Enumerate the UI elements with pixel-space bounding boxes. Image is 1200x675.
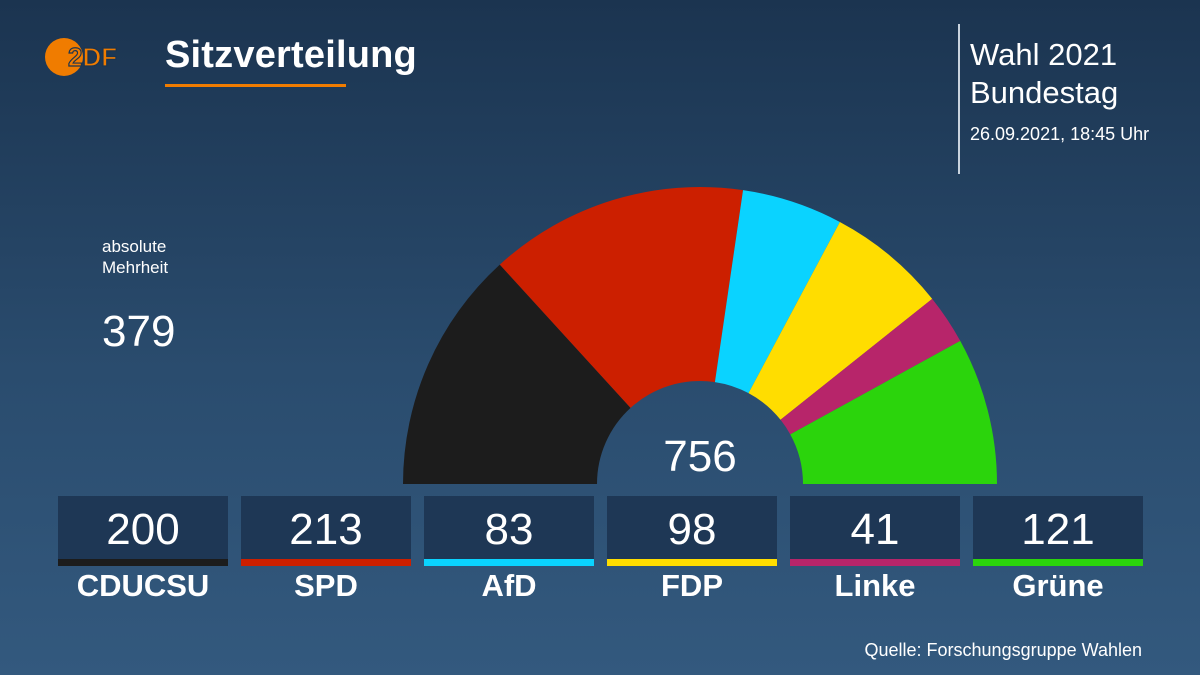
majority-value: 379 [102,307,176,356]
logo-text: 2DF [68,42,117,72]
zdf-logo: 2DF [45,38,118,76]
chart-segments [403,187,997,484]
color-bar-spd [241,559,411,566]
seat-count-cducsu: 200 [106,505,180,554]
election-line-1: Wahl 2021 [970,37,1118,72]
tile-grüne: 121 [973,496,1143,566]
segment-fdp [748,221,933,420]
majority-label-line-1: absolute [102,237,167,256]
color-bar-afd [424,559,594,566]
page-title: Sitzverteilung [165,34,417,76]
seat-count-grüne: 121 [1021,505,1095,554]
election-line-2: Bundestag [970,75,1119,110]
party-label-grüne: Grüne [1012,568,1104,603]
total-seats-label: 756 [663,432,736,481]
tile-fdp: 98 [607,496,777,566]
tile-cducsu: 200 [58,496,228,566]
segment-cducsu [403,264,631,484]
majority-label-line-2: Mehrheit [102,258,169,277]
color-bar-grüne [973,559,1143,566]
color-bar-fdp [607,559,777,566]
seat-count-linke: 41 [850,505,900,554]
majority-label: absolute Mehrheit [102,236,168,278]
color-bar-cducsu [58,559,228,566]
title-underline [165,84,346,87]
election-datetime: 26.09.2021, 18:45 Uhr [970,124,1150,144]
party-label-spd: SPD [294,568,358,603]
color-bar-linke [790,559,960,566]
tile-linke: 41 [790,496,960,566]
party-label-afd: AfD [481,568,537,603]
seat-count-afd: 83 [484,505,534,554]
party-label-cducsu: CDUCSU [76,568,210,603]
segment-grüne [790,340,997,484]
segment-afd [714,190,840,394]
header-divider [958,24,960,174]
seat-count-spd: 213 [289,505,363,554]
seat-count-fdp: 98 [667,505,717,554]
segment-spd [499,187,744,408]
party-label-fdp: FDP [661,568,723,603]
tile-afd: 83 [424,496,594,566]
segment-linke [780,298,961,435]
election-title: Wahl 2021 Bundestag [970,36,1118,112]
tile-spd: 213 [241,496,411,566]
source-note: Quelle: Forschungsgruppe Wahlen [864,640,1143,660]
party-label-linke: Linke [834,568,916,603]
